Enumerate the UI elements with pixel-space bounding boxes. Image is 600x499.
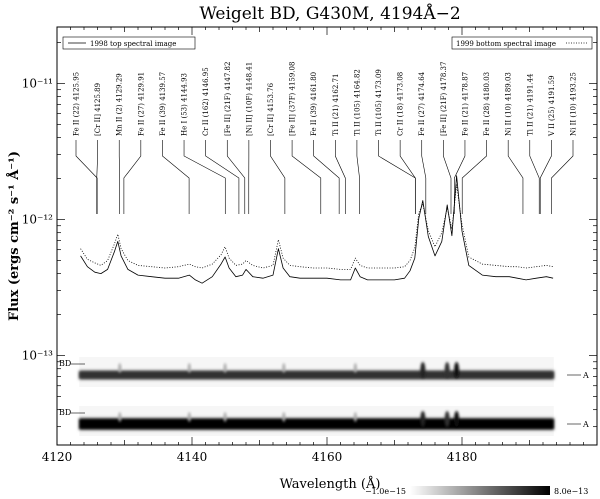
- line-id-label: Ti II (105) 4173.09: [375, 69, 383, 136]
- spectral-image-right-label-1: A: [582, 371, 589, 380]
- emission-blob: [353, 412, 357, 422]
- line-id-marker: [270, 140, 286, 214]
- y-tick-label: 10⁻¹¹: [22, 76, 53, 90]
- line-id-label: [Cr II] 4125.89: [94, 83, 102, 136]
- line-id-label: Fe II (21) 4178.87: [461, 72, 469, 136]
- line-id-marker: [443, 140, 452, 214]
- line-id-label: [Fe II] (21F) 4147.82: [224, 62, 232, 136]
- emission-blob: [223, 412, 227, 422]
- legend-box-1998: [62, 36, 196, 50]
- y-tick-label: 10⁻¹³: [22, 349, 53, 363]
- line-id-label: [Ni II] (10F) 4148.41: [245, 62, 253, 136]
- line-id-marker: [539, 140, 552, 214]
- line-id-label: Cr II (18) 4173.08: [397, 72, 405, 136]
- line-id-label: Fe II (28) 4180.03: [483, 72, 491, 136]
- line-id-marker: [335, 140, 346, 214]
- line-id-label: He I (53) 4144.93: [181, 73, 189, 136]
- colorbar-max-label: 8.0e−13: [554, 487, 588, 496]
- spectral-image-trace-2: [79, 419, 554, 429]
- spectrum-series: [80, 175, 554, 284]
- line-id-label: V II (25) 4191.59: [548, 75, 556, 137]
- line-id-label: [Fe II] (21F) 4178.37: [440, 62, 448, 136]
- colorbar-min-label: −1.0e−15: [365, 487, 406, 496]
- spectral-image-trace-1: [79, 371, 554, 379]
- axis-ticks: 4120 4140 4160 4180 10⁻¹³ 10⁻¹² 10⁻¹¹: [22, 27, 598, 464]
- legend-label-1999: 1999 bottom spectral image: [456, 40, 556, 48]
- colorbar: −1.0e−15 8.0e−13: [365, 486, 588, 496]
- emission-blob: [353, 363, 357, 373]
- line-id-marker: [399, 140, 416, 214]
- emission-blob-strong: [420, 411, 426, 427]
- line-id-label: Ti II (105) 4164.82: [353, 69, 361, 136]
- emission-blob-strong: [454, 411, 460, 427]
- line-id-label: Fe II (39) 4161.80: [310, 72, 318, 136]
- emission-blob-strong: [444, 362, 450, 378]
- line-id-marker: [123, 140, 142, 214]
- colorbar-gradient: [410, 486, 550, 495]
- line-id-label: Ni II (10) 4189.03: [505, 72, 513, 136]
- emission-blob-strong: [420, 362, 426, 378]
- legend-1998: 1998 top spectral image: [62, 36, 196, 50]
- line-id-marker: [378, 140, 416, 214]
- spectral-image-left-label-1: BD: [59, 359, 71, 368]
- line-id-label: Fe II (39) 4139.57: [159, 72, 167, 136]
- line-id-marker: [454, 140, 466, 214]
- legend-box-1999: [451, 36, 593, 50]
- emission-blob: [282, 363, 286, 373]
- line-id-marker: [75, 140, 98, 214]
- line-id-marker: [461, 140, 487, 214]
- line-id-label: Ni II (10) 4193.25: [570, 72, 578, 136]
- line-id-marker: [96, 140, 98, 214]
- spectral-image-left-label-2: BD: [59, 408, 71, 417]
- x-tick-label: 4140: [177, 450, 208, 464]
- emission-blob: [187, 363, 191, 373]
- series-1999-line: [80, 184, 554, 270]
- x-tick-label: 4160: [312, 450, 343, 464]
- line-id-label: Fe II (22) 4125.95: [73, 72, 81, 136]
- line-id-label: Mn II (2) 4129.29: [116, 73, 124, 136]
- line-id-label: Fe II (27) 4129.91: [137, 72, 145, 136]
- series-1998-line: [80, 175, 554, 284]
- line-id-label: Ti II (21) 4191.44: [526, 73, 534, 136]
- emission-blob-strong: [444, 411, 450, 427]
- chart-title: Weigelt BD, G430M, 4194Å−2: [199, 3, 460, 24]
- x-tick-label: 4120: [42, 450, 73, 464]
- line-id-marker: [551, 140, 574, 214]
- emission-blob: [282, 412, 286, 422]
- line-id-marker: [507, 140, 524, 214]
- line-id-marker: [205, 140, 240, 214]
- spectral-image-right-label-2: A: [582, 420, 589, 429]
- x-tick-label: 4180: [447, 450, 478, 464]
- line-identifications: Fe II (22) 4125.95 [Cr II] 4125.89 Mn II (…: [73, 62, 578, 214]
- emission-blob-strong: [454, 362, 460, 378]
- line-id-marker: [291, 140, 322, 214]
- line-id-label: Ti II (21) 4162.71: [332, 74, 340, 136]
- line-id-marker: [226, 140, 246, 214]
- line-id-marker: [183, 140, 226, 214]
- y-axis-label: Flux (ergs cm⁻² s⁻¹ Å⁻¹): [6, 151, 22, 321]
- line-id-label: Fe II (27) 4174.64: [418, 71, 426, 136]
- line-id-marker: [529, 140, 540, 214]
- emission-blob: [223, 363, 227, 373]
- line-id-label: [Cr II] 4153.76: [267, 82, 275, 136]
- x-axis-label: Wavelength (Å): [280, 476, 381, 492]
- legend-label-1998: 1998 top spectral image: [90, 40, 176, 48]
- line-id-label: Cr II (162) 4146.95: [202, 67, 210, 136]
- emission-blob: [118, 363, 122, 373]
- spectral-images: BD A BD A: [59, 357, 589, 436]
- legend-1999: 1999 bottom spectral image: [451, 36, 593, 50]
- line-id-marker: [162, 140, 190, 214]
- line-id-marker: [313, 140, 340, 214]
- emission-blob: [118, 412, 122, 422]
- line-id-label: [Fe II] (37F) 4159.08: [289, 62, 297, 136]
- emission-blob: [187, 412, 191, 422]
- line-id-marker: [356, 140, 360, 214]
- line-id-marker: [421, 140, 427, 214]
- y-tick-label: 10⁻¹²: [22, 212, 53, 226]
